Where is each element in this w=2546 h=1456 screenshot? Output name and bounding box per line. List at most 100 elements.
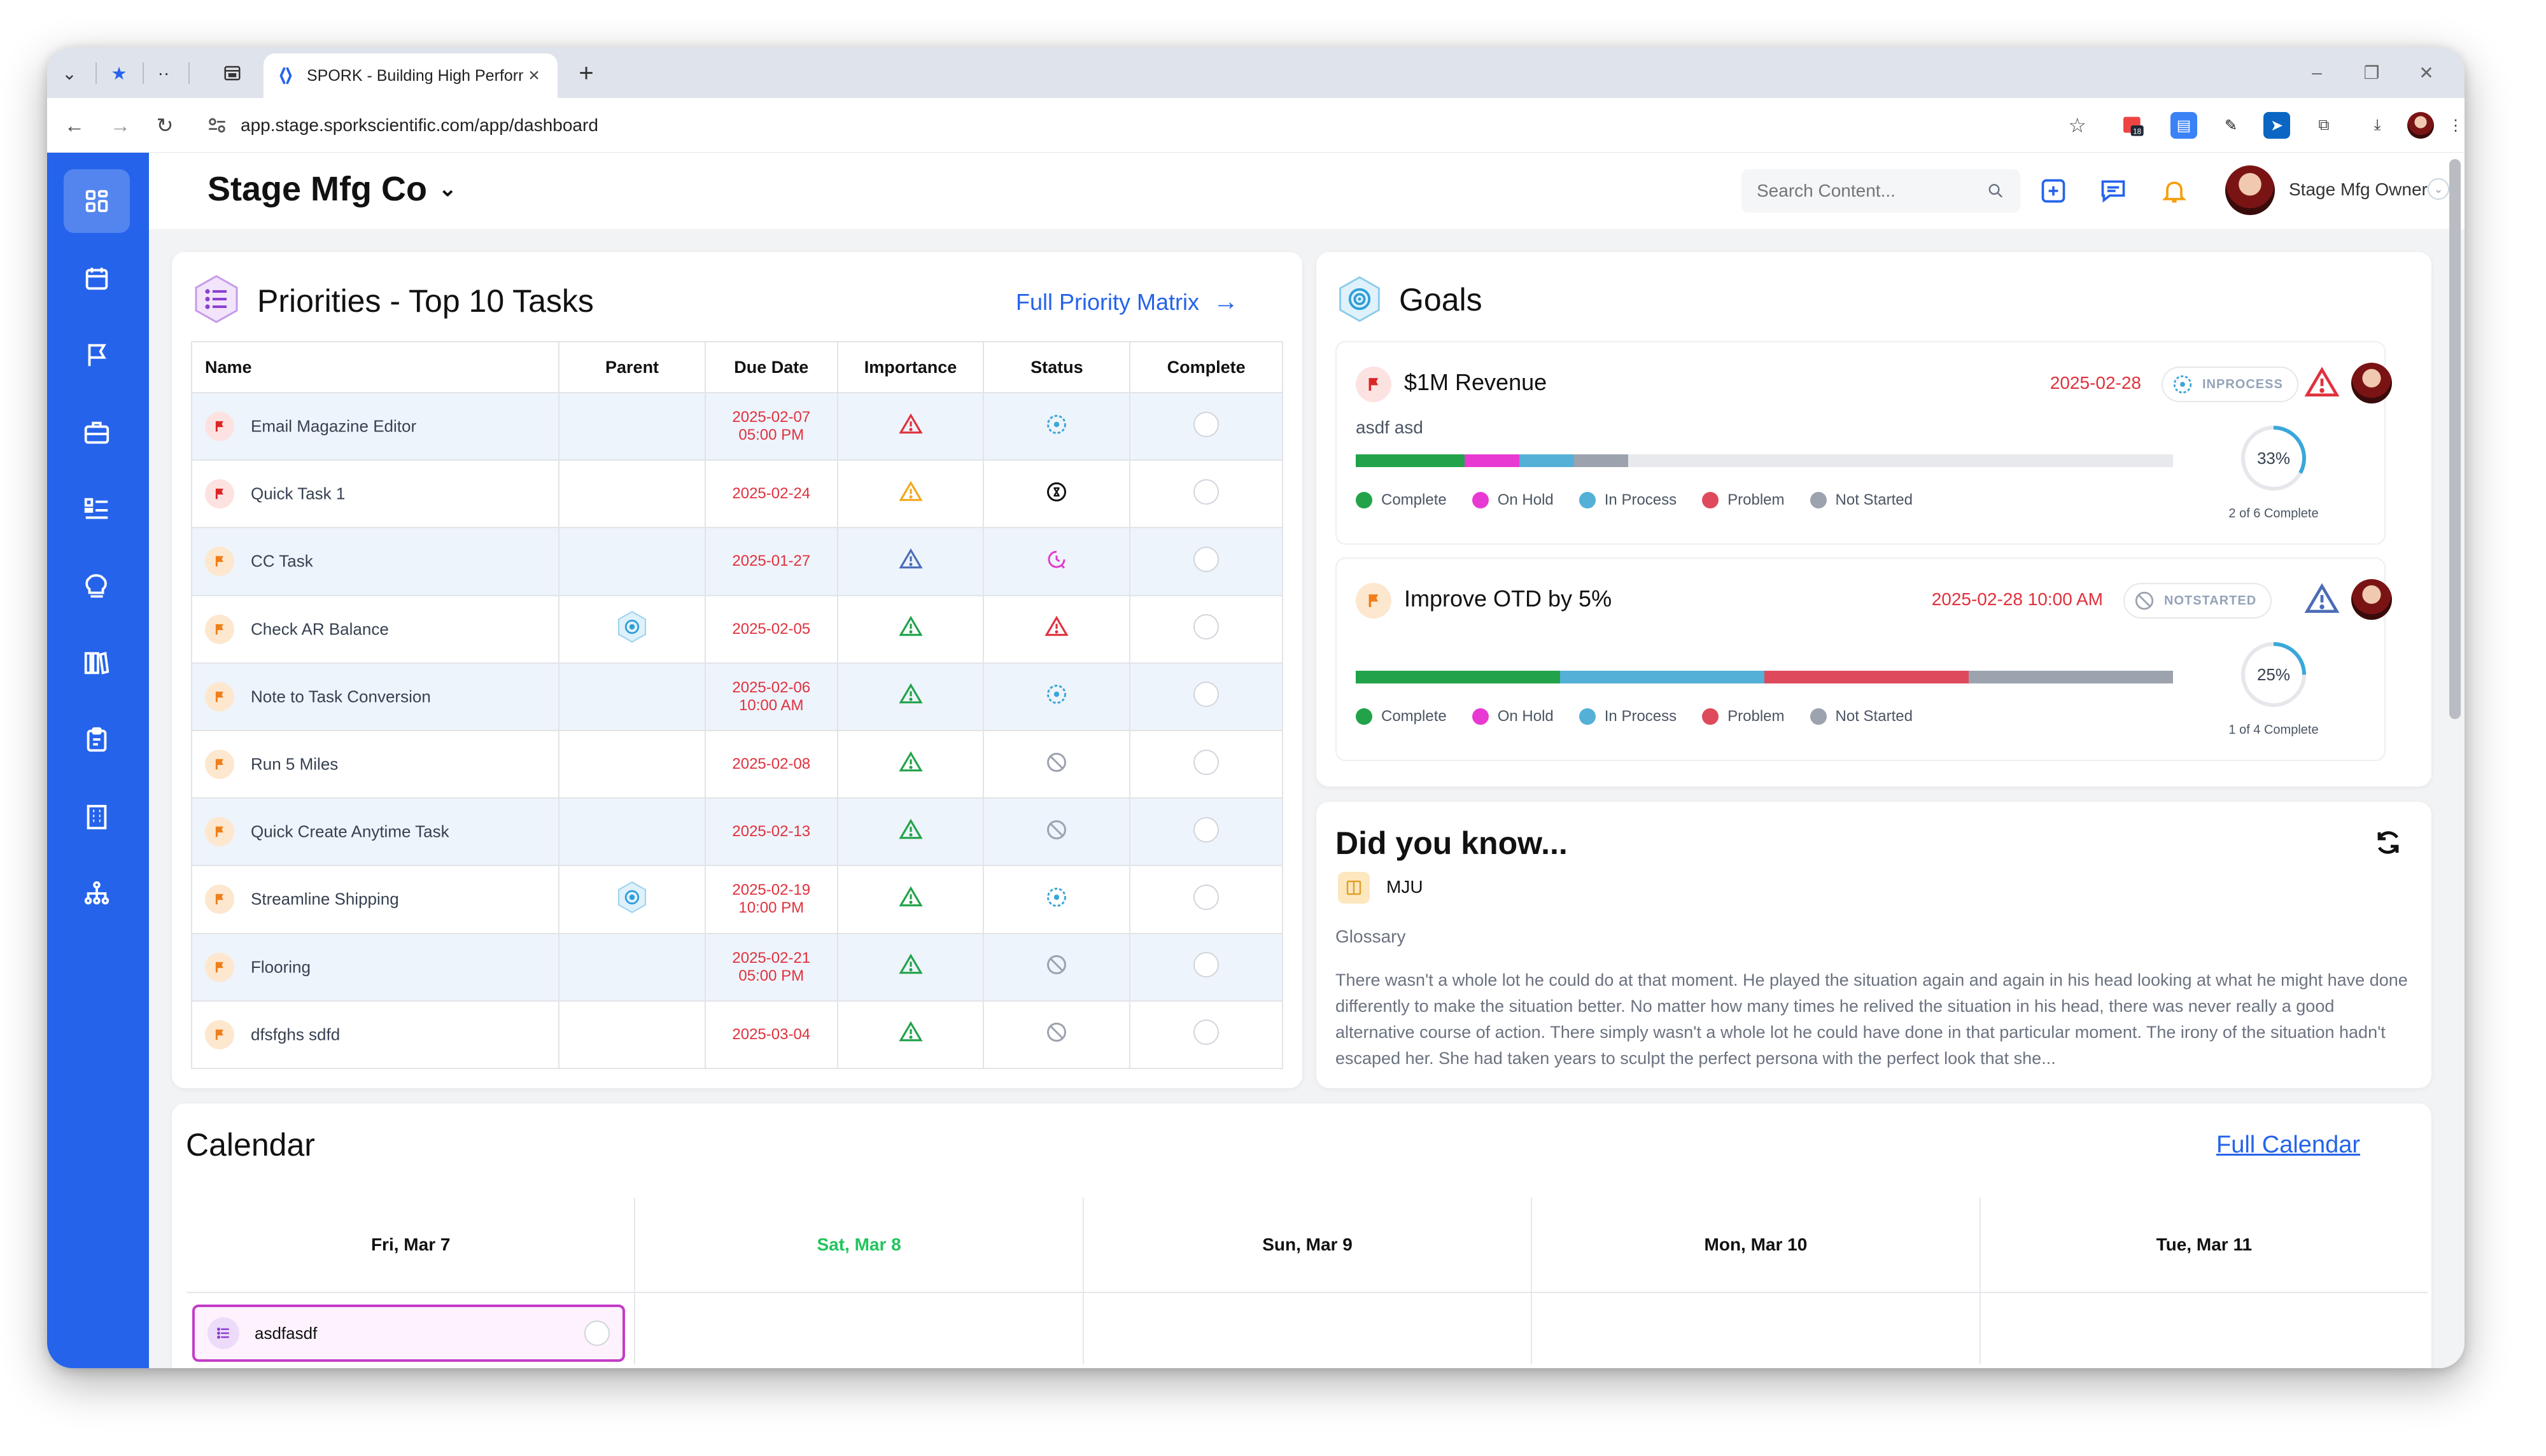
extension-edit-icon[interactable]: ✎ — [2224, 116, 2238, 134]
brain-icon[interactable] — [64, 554, 130, 617]
task-name-cell[interactable]: Note to Task Conversion — [190, 662, 560, 731]
company-selector[interactable]: Stage Mfg Co ⌄ — [207, 169, 457, 209]
library-icon[interactable] — [64, 631, 130, 695]
user-avatar[interactable] — [2225, 165, 2275, 215]
calendar-day-column[interactable]: Fri, Mar 7 asdfasdf — [187, 1198, 636, 1364]
task-name-cell[interactable]: Quick Create Anytime Task — [190, 797, 560, 867]
more-tabs-icon[interactable]: ·· — [157, 63, 170, 83]
table-row[interactable]: Quick Task 1 2025-02-24 — [190, 459, 1283, 529]
calendar-day-column[interactable]: Sat, Mar 8 — [635, 1198, 1084, 1364]
status-problem-icon[interactable] — [1045, 548, 1068, 575]
importance-warning-icon[interactable] — [2304, 582, 2340, 617]
minimize-icon[interactable]: – — [2312, 62, 2322, 82]
complete-checkbox[interactable] — [1193, 749, 1220, 775]
status-inprocess-icon[interactable] — [1045, 683, 1068, 710]
complete-checkbox[interactable] — [1193, 816, 1220, 843]
building-icon[interactable] — [64, 785, 130, 849]
goal-target-icon[interactable] — [614, 609, 650, 649]
importance-warning-icon[interactable] — [2304, 365, 2340, 401]
importance-warning-icon[interactable] — [898, 615, 923, 643]
table-row[interactable]: CC Task 2025-01-27 — [190, 527, 1283, 596]
column-header-importance[interactable]: Importance — [836, 341, 985, 393]
table-row[interactable]: Flooring 2025-02-21 05:00 PM — [190, 932, 1283, 1002]
table-row[interactable]: Run 5 Miles 2025-02-08 — [190, 729, 1283, 799]
add-item-icon[interactable] — [2037, 174, 2070, 207]
calendar-day-column[interactable]: Mon, Mar 10 — [1532, 1198, 1981, 1364]
goal-item[interactable]: Improve OTD by 5% 2025-02-28 10:00 AM NO… — [1335, 557, 2392, 761]
forward-icon[interactable]: → — [110, 113, 130, 137]
table-row[interactable]: Note to Task Conversion 2025-02-06 10:00 … — [190, 662, 1283, 731]
task-name-cell[interactable]: dfsfghs sdfd — [190, 1000, 560, 1070]
status-onhold-icon[interactable] — [1045, 480, 1068, 508]
importance-warning-icon[interactable] — [898, 885, 923, 914]
org-chart-icon[interactable] — [64, 862, 130, 925]
owner-avatar[interactable] — [2351, 579, 2392, 620]
table-row[interactable]: Streamline Shipping 2025-02-19 10:00 PM — [190, 865, 1283, 934]
table-row[interactable]: Check AR Balance 2025-02-05 — [190, 594, 1283, 664]
complete-checkbox[interactable] — [1193, 884, 1220, 910]
status-notstarted-icon[interactable] — [1045, 1021, 1068, 1048]
extension-calendar-icon[interactable]: 18 — [2120, 112, 2146, 139]
complete-checkbox[interactable] — [1193, 479, 1220, 505]
restore-icon[interactable]: ❐ — [2363, 62, 2380, 83]
user-name[interactable]: Stage Mfg Owner — [2289, 179, 2428, 199]
notification-bell-icon[interactable] — [2158, 174, 2191, 207]
bookmark-page-icon[interactable]: ☆ — [2068, 114, 2086, 137]
extension-doc-icon[interactable]: ▤ — [2170, 112, 2197, 139]
task-name-cell[interactable]: CC Task — [190, 527, 560, 596]
tab-search-chevron-icon[interactable]: ⌄ — [62, 63, 77, 83]
importance-warning-icon[interactable] — [898, 682, 923, 711]
reload-icon[interactable]: ↻ — [156, 114, 174, 137]
browser-menu-icon[interactable]: ⋮ — [2448, 116, 2463, 134]
complete-checkbox[interactable] — [1193, 411, 1220, 437]
search-icon[interactable] — [1987, 181, 2005, 200]
flag-icon[interactable] — [64, 323, 130, 387]
complete-checkbox[interactable] — [1193, 1019, 1220, 1046]
task-name-cell[interactable]: Run 5 Miles — [190, 729, 560, 799]
complete-checkbox[interactable] — [1193, 682, 1220, 708]
site-info-icon[interactable] — [206, 115, 228, 136]
download-icon[interactable]: ⤓ — [2374, 116, 2381, 134]
extensions-puzzle-icon[interactable]: ⧉ — [2318, 116, 2330, 134]
status-notstarted-icon[interactable] — [1045, 818, 1068, 846]
complete-checkbox[interactable] — [1193, 546, 1220, 572]
column-header-status[interactable]: Status — [983, 341, 1131, 393]
column-header-due-date[interactable]: Due Date — [704, 341, 838, 393]
column-header-parent[interactable]: Parent — [558, 341, 706, 393]
table-row[interactable]: dfsfghs sdfd 2025-03-04 — [190, 1000, 1283, 1070]
task-name-cell[interactable]: Streamline Shipping — [190, 865, 560, 934]
importance-warning-icon[interactable] — [898, 953, 923, 981]
task-name-cell[interactable]: Flooring — [190, 932, 560, 1002]
task-name-cell[interactable]: Quick Task 1 — [190, 459, 560, 529]
briefcase-icon[interactable] — [64, 401, 130, 465]
column-header-name[interactable]: Name — [190, 341, 560, 393]
goal-target-icon[interactable] — [614, 879, 650, 920]
owner-avatar[interactable] — [2351, 363, 2392, 403]
calendar-day-column[interactable]: Sun, Mar 9 — [1083, 1198, 1533, 1364]
complete-checkbox[interactable] — [1193, 952, 1220, 978]
importance-warning-icon[interactable] — [898, 547, 923, 576]
importance-warning-icon[interactable] — [898, 1020, 923, 1049]
dashboard-icon[interactable] — [64, 169, 130, 233]
task-name-cell[interactable]: Email Magazine Editor — [190, 391, 560, 461]
back-icon[interactable]: ← — [64, 113, 85, 137]
user-menu-chevron-icon[interactable]: ⌄ — [2428, 178, 2449, 200]
page-scrollbar[interactable] — [2449, 159, 2461, 719]
status-warning-icon[interactable] — [1044, 615, 1069, 643]
bookmark-star-icon[interactable]: ★ — [111, 63, 127, 83]
importance-warning-icon[interactable] — [898, 750, 923, 779]
status-inprocess-icon[interactable] — [1045, 413, 1068, 440]
importance-warning-icon[interactable] — [898, 480, 923, 508]
messages-icon[interactable] — [2097, 174, 2130, 207]
importance-warning-icon[interactable] — [898, 818, 923, 846]
search-box[interactable] — [1741, 169, 2020, 213]
complete-checkbox[interactable] — [1193, 614, 1220, 640]
close-window-icon[interactable]: ✕ — [2419, 62, 2434, 83]
tab-group-icon[interactable] — [216, 57, 248, 89]
tab-close-icon[interactable]: × — [528, 65, 540, 86]
status-notstarted-icon[interactable] — [1045, 751, 1068, 778]
extension-cursor-icon[interactable]: ➤ — [2263, 112, 2290, 139]
clipboard-icon[interactable] — [64, 708, 130, 771]
task-name-cell[interactable]: Check AR Balance — [190, 594, 560, 664]
importance-warning-icon[interactable] — [898, 412, 923, 441]
